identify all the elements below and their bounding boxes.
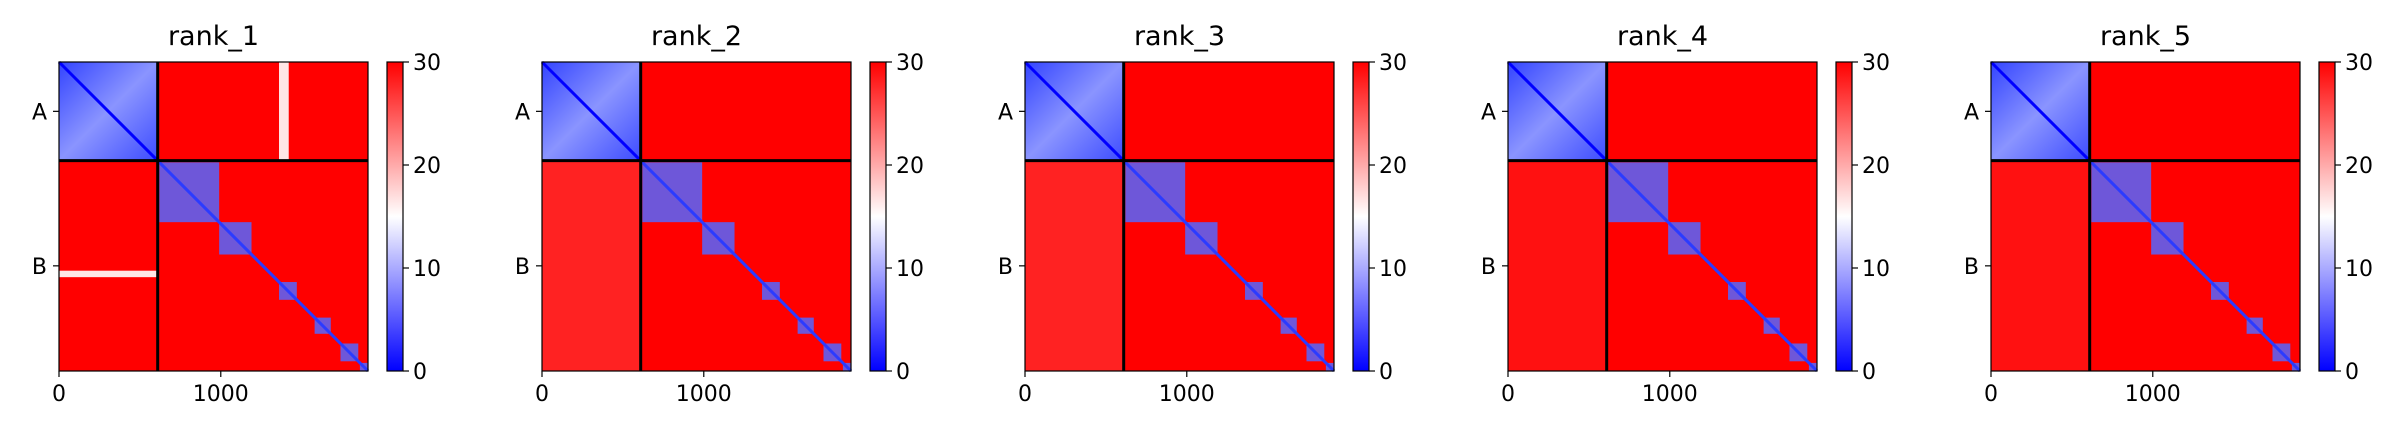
x-tick-label-1000: 1000: [193, 382, 249, 407]
diagonal-AA: [57, 60, 159, 162]
x-tick-label-0: 0: [1018, 382, 1032, 407]
y-tick-label-A: A: [1964, 100, 1979, 125]
axes-frame: [541, 61, 852, 372]
panel-title: rank_5: [2100, 21, 2191, 52]
diagonal-BB: [156, 159, 370, 373]
colorbar-tick-label-10: 10: [896, 257, 924, 282]
colorbar-tick-label-10: 10: [2345, 257, 2373, 282]
block-BA: [542, 160, 641, 371]
diagonal-BB: [1122, 159, 1336, 373]
x-tick-label-0: 0: [535, 382, 549, 407]
colorbar-frame: [2318, 61, 2336, 372]
panel-rank_4: rank_4 A B 0 1000 0 10 20 30: [1481, 21, 1890, 407]
colorbar-frame: [386, 61, 404, 372]
panel-title: rank_1: [168, 21, 259, 52]
colorbar: [1353, 62, 1369, 371]
block-AB: [1123, 62, 1334, 161]
colorbar-tick-label-0: 0: [896, 360, 910, 385]
band-AB: [279, 62, 289, 161]
colorbar-tick-label-10: 10: [413, 257, 441, 282]
colorbar-tick-label-20: 20: [1379, 154, 1407, 179]
axes-frame: [1990, 61, 2301, 372]
colorbar: [870, 62, 886, 371]
y-tick-label-A: A: [1481, 100, 1496, 125]
y-tick-label-B: B: [32, 255, 47, 280]
colorbar: [387, 62, 403, 371]
x-tick-label-1000: 1000: [2125, 382, 2181, 407]
panel-rank_5: rank_5 A B 0 1000 0 10 20 30: [1964, 21, 2373, 407]
colorbar-tick-label-0: 0: [1379, 360, 1393, 385]
axes-frame: [1507, 61, 1818, 372]
block-AB: [2089, 62, 2300, 161]
x-tick-label-0: 0: [1984, 382, 1998, 407]
diagonal-BB: [1605, 159, 1819, 373]
colorbar-tick-label-0: 0: [1862, 360, 1876, 385]
block-AB: [640, 62, 851, 161]
y-tick-label-A: A: [515, 100, 530, 125]
panel-rank_2: rank_2 A B 0 1000 0 10 20 30: [515, 21, 924, 407]
panel-rank_3: rank_3 A B 0 1000 0 10 20 30: [998, 21, 1407, 407]
diagonal-BB: [639, 159, 853, 373]
y-tick-label-B: B: [998, 255, 1013, 280]
diagonal-AA: [1023, 60, 1125, 162]
diagonal-AA: [1506, 60, 1608, 162]
block-BA: [1508, 160, 1607, 371]
diagonal-AA: [1989, 60, 2091, 162]
colorbar-tick-label-0: 0: [413, 360, 427, 385]
colorbar-tick-label-30: 30: [1379, 51, 1407, 76]
axes-frame: [58, 61, 369, 372]
band-BA: [59, 270, 158, 278]
block-AB: [157, 62, 368, 161]
y-tick-label-B: B: [1964, 255, 1979, 280]
colorbar-tick-label-10: 10: [1379, 257, 1407, 282]
diagonal-BB: [2088, 159, 2302, 373]
y-tick-label-B: B: [515, 255, 530, 280]
x-tick-label-1000: 1000: [1642, 382, 1698, 407]
colorbar-frame: [1835, 61, 1853, 372]
panel-title: rank_2: [651, 21, 742, 52]
colorbar-tick-label-30: 30: [2345, 51, 2373, 76]
axes-frame: [1024, 61, 1335, 372]
colorbar-tick-label-20: 20: [896, 154, 924, 179]
colorbar-tick-label-20: 20: [2345, 154, 2373, 179]
colorbar-tick-label-30: 30: [896, 51, 924, 76]
x-tick-label-1000: 1000: [676, 382, 732, 407]
colorbar-tick-label-10: 10: [1862, 257, 1890, 282]
y-tick-label-A: A: [32, 100, 47, 125]
diagonal-AA: [540, 60, 642, 162]
colorbar-frame: [869, 61, 887, 372]
panel-title: rank_3: [1134, 21, 1225, 52]
colorbar-tick-label-0: 0: [2345, 360, 2359, 385]
colorbar-tick-label-20: 20: [413, 154, 441, 179]
block-BA: [1025, 160, 1124, 371]
y-tick-label-A: A: [998, 100, 1013, 125]
block-BA: [59, 160, 158, 371]
colorbar-tick-label-30: 30: [413, 51, 441, 76]
y-tick-label-B: B: [1481, 255, 1496, 280]
colorbar-frame: [1352, 61, 1370, 372]
x-tick-label-0: 0: [1501, 382, 1515, 407]
panel-title: rank_4: [1617, 21, 1708, 52]
colorbar: [1836, 62, 1852, 371]
block-AB: [1606, 62, 1817, 161]
x-tick-label-1000: 1000: [1159, 382, 1215, 407]
colorbar-tick-label-30: 30: [1862, 51, 1890, 76]
colorbar: [2319, 62, 2335, 371]
panel-rank_1: rank_1 A B 0 1000 0 10 20 30: [32, 21, 441, 407]
colorbar-tick-label-20: 20: [1862, 154, 1890, 179]
x-tick-label-0: 0: [52, 382, 66, 407]
block-BA: [1991, 160, 2090, 371]
